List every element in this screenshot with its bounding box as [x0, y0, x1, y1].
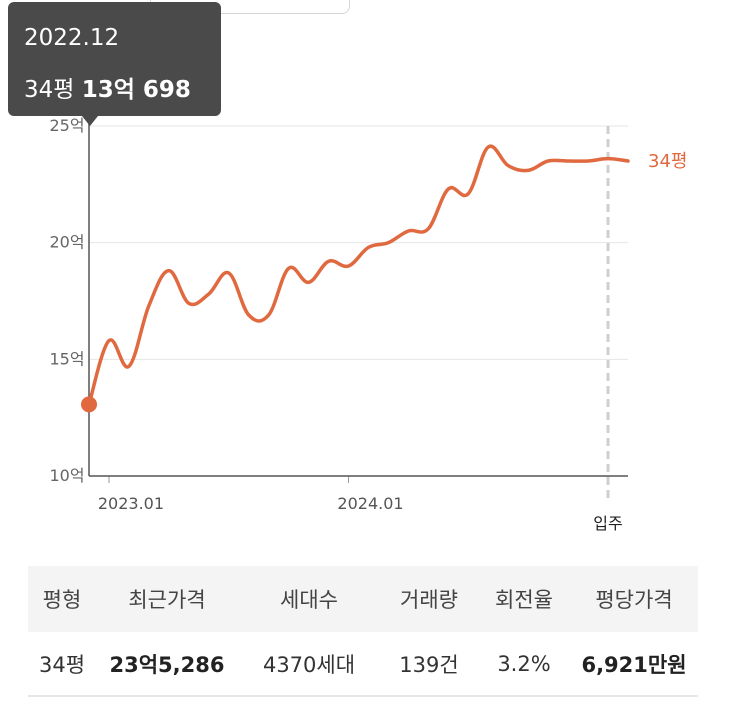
y-tick-label: 15억: [49, 349, 84, 368]
table-row: 34평 23억5,286 4370세대 139건 3.2% 6,921만원: [28, 632, 698, 696]
y-axis-ticks: 25억 20억 15억 10억: [49, 116, 84, 485]
cell-size: 34평: [38, 652, 86, 677]
tooltip-size: 34평: [24, 77, 75, 103]
header-volume: 거래량: [400, 588, 458, 612]
cell-price-per-pyeong: 6,921만원: [581, 652, 687, 677]
tooltip-value: 34평 13억 698: [24, 70, 191, 104]
cell-volume: 139건: [399, 652, 459, 677]
tooltip-price: 13억 698: [81, 77, 191, 103]
series-label: 34평: [648, 151, 687, 172]
cell-households: 4370세대: [262, 652, 356, 677]
cell-turnover: 3.2%: [497, 651, 551, 676]
chart-grid: [89, 125, 628, 360]
table-header-row: 평형 최근가격 세대수 거래량 회전율 평당가격: [28, 566, 698, 632]
price-chart: 25억 20억 15억 10억 2023.01 2024.01 입주 34평: [49, 116, 687, 533]
x-tick-label: 2024.01: [337, 494, 403, 513]
series-line-34: [87, 144, 630, 407]
tooltip-arrow: [82, 116, 98, 126]
tooltip-date: 2022.12: [24, 25, 120, 51]
header-turnover: 회전율: [495, 588, 553, 612]
summary-table: 평형 최근가격 세대수 거래량 회전율 평당가격 34평 23억5,286 43…: [28, 566, 698, 697]
x-axis-ticks: 2023.01 2024.01: [98, 476, 404, 513]
y-tick-label: 25억: [49, 116, 84, 135]
y-tick-label: 10억: [49, 466, 84, 485]
y-tick-label: 20억: [49, 233, 84, 252]
header-price-per-pyeong: 평당가격: [595, 588, 673, 612]
x-tick-label: 2023.01: [98, 494, 164, 513]
cell-recent-price: 23억5,286: [109, 652, 225, 677]
header-recent-price: 최근가격: [128, 588, 206, 612]
price-tooltip: 2022.12 34평 13억 698: [8, 2, 221, 126]
move-in-label: 입주: [593, 514, 622, 533]
header-households: 세대수: [280, 588, 338, 612]
header-size: 평형: [42, 588, 82, 612]
focus-data-point[interactable]: [81, 396, 97, 413]
